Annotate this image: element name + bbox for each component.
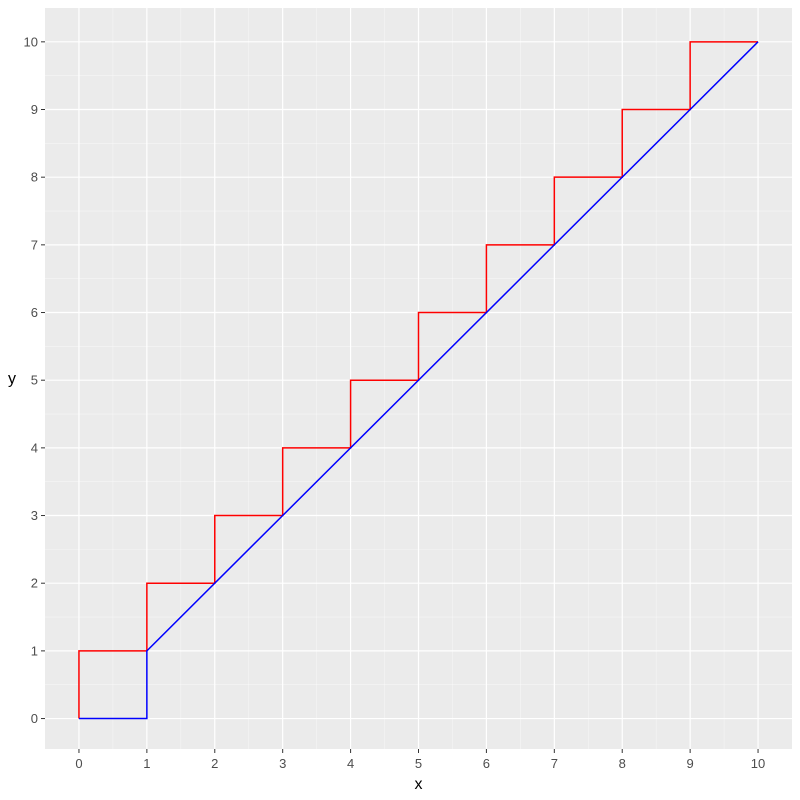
y-axis: 0 1 2 3 4 5 6 7 8 9 10 (24, 34, 45, 726)
y-tick-label: 5 (31, 373, 38, 388)
x-tick-label: 3 (279, 756, 286, 771)
x-tick-label: 7 (551, 756, 558, 771)
x-tick-label: 0 (75, 756, 82, 771)
y-tick-label: 10 (24, 34, 38, 49)
x-tick-label: 4 (347, 756, 354, 771)
y-tick-label: 6 (31, 305, 38, 320)
y-axis-title: y (8, 371, 16, 388)
x-tick-label: 5 (415, 756, 422, 771)
x-axis: 0 1 2 3 4 5 6 7 8 9 10 (75, 749, 765, 771)
x-tick-label: 8 (619, 756, 626, 771)
series-layer (78, 41, 759, 720)
x-axis-title: x (415, 776, 423, 793)
x-tick-label: 9 (687, 756, 694, 771)
major-gridlines (45, 8, 792, 749)
x-tick-label: 10 (751, 756, 765, 771)
y-tick-label: 9 (31, 102, 38, 117)
series-2-line (78, 41, 759, 720)
y-tick-label: 7 (31, 237, 38, 252)
x-tick-label: 1 (143, 756, 150, 771)
y-tick-label: 4 (31, 440, 38, 455)
y-tick-label: 2 (31, 576, 38, 591)
x-tick-label: 2 (211, 756, 218, 771)
y-tick-label: 1 (31, 643, 38, 658)
y-tick-label: 8 (31, 170, 38, 185)
y-tick-label: 0 (31, 711, 38, 726)
y-tick-label: 3 (31, 508, 38, 523)
x-tick-label: 6 (483, 756, 490, 771)
